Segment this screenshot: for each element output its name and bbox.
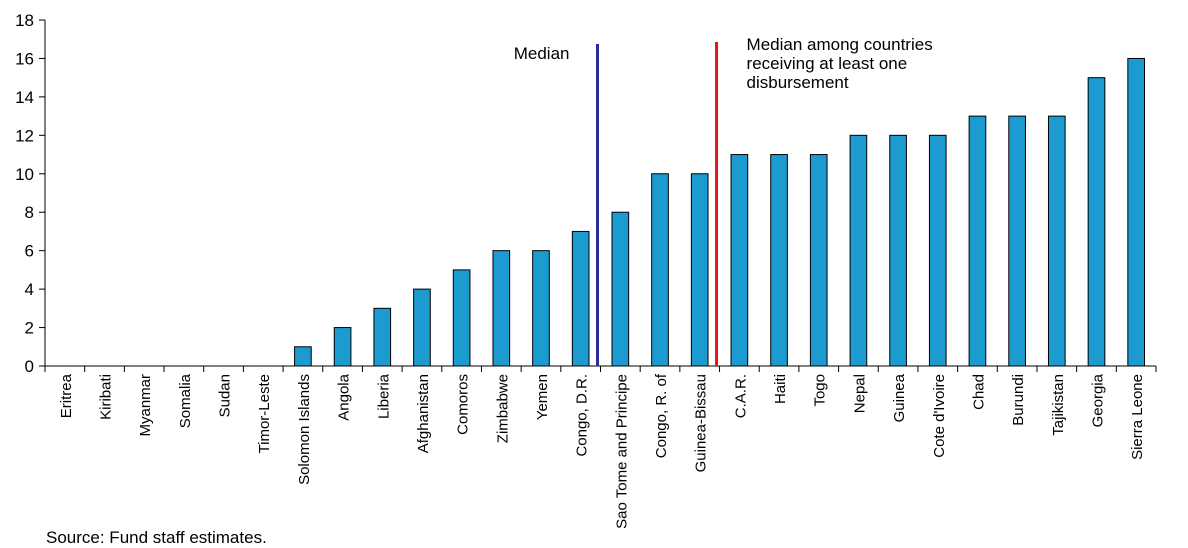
category-label: Tajikistan xyxy=(1050,374,1067,436)
category-label: Myanmar xyxy=(137,374,154,437)
bar xyxy=(1008,115,1026,367)
bar xyxy=(690,173,709,367)
category-label: Burundi xyxy=(1010,374,1027,426)
category-label: Comoros xyxy=(455,374,472,435)
category-label: Afghanistan xyxy=(415,374,432,453)
bar xyxy=(373,307,392,367)
y-tick-label: 0 xyxy=(25,357,34,376)
category-label: Sierra Leone xyxy=(1129,374,1146,460)
bar xyxy=(294,346,312,367)
bar xyxy=(651,173,669,367)
source-note: Source: Fund staff estimates. xyxy=(46,528,267,547)
category-label: Eritrea xyxy=(58,373,75,418)
bar xyxy=(611,211,630,367)
x-axis: Eritrea Kiribati Myanmar Somalia Sudan Timor-… xyxy=(44,365,1157,529)
category-label: Yemen xyxy=(534,374,551,420)
category-label: Congo, D.R. xyxy=(574,374,591,457)
category-label: Angola xyxy=(336,373,353,420)
median-recipients-label: Median among countries receiving at least… xyxy=(747,35,933,92)
bar xyxy=(492,250,511,367)
category-label: Timor-Leste xyxy=(256,374,273,453)
bar xyxy=(928,134,947,367)
category-label: Togo xyxy=(812,374,829,407)
y-tick-label: 14 xyxy=(15,88,34,107)
bars xyxy=(294,57,1145,367)
annotations: Median Median among countries receiving at… xyxy=(514,35,933,366)
category-label: Zimbabwe xyxy=(494,374,511,443)
bar xyxy=(770,154,788,367)
y-tick-label: 8 xyxy=(25,203,34,222)
category-label: Liberia xyxy=(375,373,392,419)
bar xyxy=(333,327,352,367)
category-label: Guinea xyxy=(891,373,908,422)
bar xyxy=(413,288,431,367)
category-label: Guinea-Bissau xyxy=(693,374,710,472)
bar xyxy=(1087,77,1106,367)
y-tick-label: 2 xyxy=(25,319,34,338)
category-label: Solomon Islands xyxy=(296,374,313,485)
y-tick-label: 18 xyxy=(15,11,34,30)
y-tick-label: 12 xyxy=(15,126,34,145)
category-label: Sao Tome and Principe xyxy=(613,374,630,529)
category-label: Congo, R. of xyxy=(653,373,670,458)
bar xyxy=(1127,57,1145,367)
category-label: Kiribati xyxy=(98,374,115,420)
y-tick-label: 16 xyxy=(15,49,34,68)
median-label: Median xyxy=(514,44,570,63)
y-axis: 0 2 4 6 8 10 12 14 16 18 xyxy=(15,11,46,376)
category-label: Georgia xyxy=(1089,373,1106,427)
category-label: Cote d'Ivoire xyxy=(931,374,948,458)
category-label: Sudan xyxy=(217,374,234,417)
category-label: Somalia xyxy=(177,373,194,428)
bar xyxy=(1047,115,1066,367)
bar xyxy=(809,154,828,367)
bar xyxy=(532,250,550,367)
bar xyxy=(849,134,868,367)
category-label: Chad xyxy=(970,374,987,410)
category-label: Haiti xyxy=(772,374,789,404)
bar xyxy=(452,269,471,367)
y-tick-label: 6 xyxy=(25,242,34,261)
bar xyxy=(968,115,987,367)
bar xyxy=(889,134,907,367)
y-tick-label: 10 xyxy=(15,165,34,184)
bar xyxy=(571,230,590,367)
y-tick-label: 4 xyxy=(25,280,34,299)
category-label: C.A.R. xyxy=(732,374,749,418)
bar xyxy=(730,154,749,367)
category-label: Nepal xyxy=(851,374,868,413)
